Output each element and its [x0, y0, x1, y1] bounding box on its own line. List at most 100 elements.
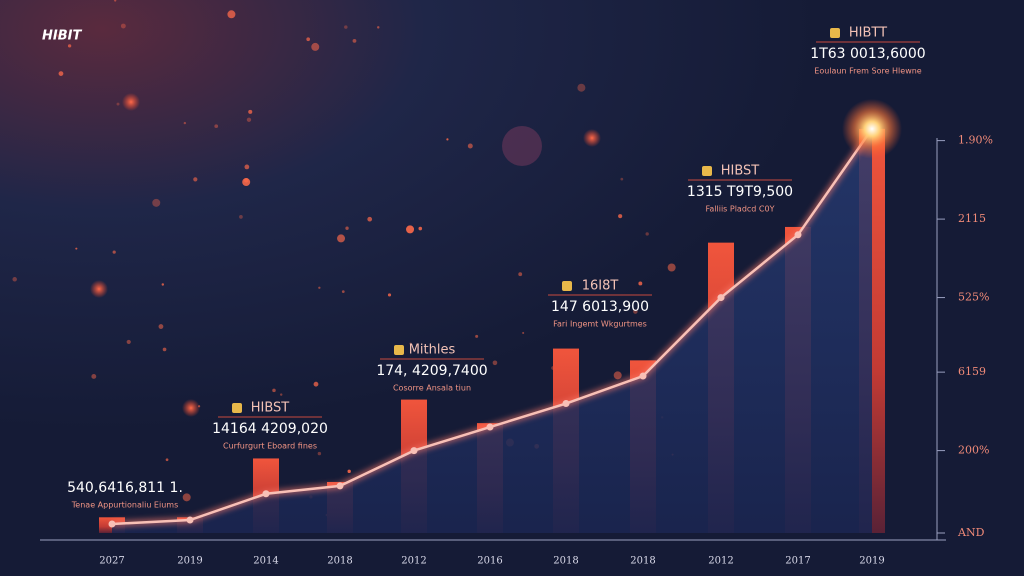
x-tick-label: 2018	[327, 556, 352, 567]
orb-glow	[90, 280, 108, 298]
x-tick-label: 2018	[553, 556, 578, 567]
x-tick-label: 2018	[630, 556, 655, 567]
y-tick-label: 2115	[958, 212, 986, 225]
particle	[337, 234, 346, 243]
x-tick-label: 2012	[708, 556, 733, 567]
x-tick-label: 2012	[401, 556, 426, 567]
particle	[318, 286, 321, 289]
x-tick-label: 2014	[253, 556, 278, 567]
x-tick-label: 2017	[785, 556, 810, 567]
annotation-value: 540,6416,811 1.	[67, 480, 183, 496]
particle	[475, 334, 479, 338]
particle	[114, 0, 117, 2]
particle	[246, 117, 252, 122]
particle	[347, 469, 351, 474]
y-tick-label: 200%	[958, 444, 989, 457]
particle	[116, 102, 120, 106]
particle	[418, 226, 423, 231]
particle	[306, 37, 311, 42]
particle	[239, 215, 243, 219]
particle	[387, 293, 392, 297]
particle	[313, 381, 319, 387]
particle	[317, 451, 322, 456]
particle	[638, 281, 643, 286]
particle	[58, 71, 64, 76]
annotation-title: HIBST	[721, 164, 760, 179]
y-tick-label: 1.90%	[958, 134, 993, 147]
particle	[367, 216, 373, 222]
x-tick-label: 2027	[99, 556, 124, 567]
particle	[518, 272, 523, 277]
annotation-value: 1315 T9T9,500	[687, 184, 793, 200]
line-point	[562, 400, 570, 408]
particle	[409, 342, 412, 345]
particle	[406, 225, 415, 234]
particle	[620, 177, 624, 181]
annotation-note: Tenae Appurtionaliu Eiums	[71, 501, 178, 510]
particle	[272, 388, 276, 393]
particle	[158, 324, 164, 329]
annotation-value: 174, 4209,7400	[376, 363, 487, 379]
particle	[56, 34, 60, 38]
annotation-title: 16I8T	[582, 279, 619, 294]
annotation-icon	[394, 345, 404, 355]
particle	[162, 347, 167, 352]
y-tick-label: 6159	[958, 365, 986, 378]
line-point	[486, 423, 494, 431]
particle	[633, 309, 638, 314]
particle	[492, 360, 498, 366]
annotation-icon	[702, 166, 712, 176]
orb-glow	[583, 129, 601, 147]
particle	[67, 44, 72, 48]
annotation-note: Falliis Pladcd C0Y	[706, 205, 775, 214]
y-tick-label: 525%	[958, 291, 989, 304]
particle	[377, 26, 380, 29]
particle	[667, 263, 676, 272]
particle	[152, 198, 161, 207]
particle	[613, 371, 622, 380]
particle	[446, 138, 449, 141]
particle	[126, 339, 131, 345]
particle	[193, 177, 198, 182]
annotation-icon	[232, 403, 242, 413]
x-tick-label: 2019	[177, 556, 202, 567]
line-point	[794, 231, 802, 239]
particle	[280, 393, 283, 396]
particle	[214, 124, 219, 129]
particle	[645, 232, 649, 236]
particle	[161, 283, 165, 286]
line-point	[717, 294, 725, 302]
annotation-note: Eoulaun Frem Sore Hlewne	[814, 67, 922, 76]
line-point	[336, 482, 344, 490]
particle	[244, 178, 249, 183]
line-point	[186, 516, 194, 524]
particle	[120, 23, 126, 29]
annotation-value: 1T63 0013,6000	[810, 46, 925, 62]
line-point	[108, 520, 116, 528]
particle	[165, 458, 169, 462]
line-point	[639, 372, 647, 380]
particle	[227, 10, 236, 19]
line-point	[410, 447, 418, 455]
particle	[183, 121, 187, 125]
x-tick-label: 2016	[477, 556, 502, 567]
annotation-icon	[830, 28, 840, 38]
annotation-icon	[562, 281, 572, 291]
annotation-note: Curfurgurt Eboard fines	[223, 442, 317, 451]
annotation-title: HIBTT	[849, 26, 887, 41]
orb-glow	[122, 93, 140, 111]
particle	[91, 374, 97, 379]
particle	[248, 109, 253, 114]
annotation-value: 14164 4209,020	[212, 421, 328, 437]
y-tick-label: AND	[957, 526, 985, 539]
line-point	[262, 490, 270, 498]
particle	[244, 164, 250, 170]
area	[112, 128, 872, 533]
orb-glow	[182, 399, 200, 417]
flare	[842, 98, 902, 159]
particle	[467, 143, 473, 149]
annotation-note: Fari Ingemt Wkgurtmes	[553, 320, 647, 329]
particle	[182, 493, 191, 502]
particle	[345, 226, 349, 230]
